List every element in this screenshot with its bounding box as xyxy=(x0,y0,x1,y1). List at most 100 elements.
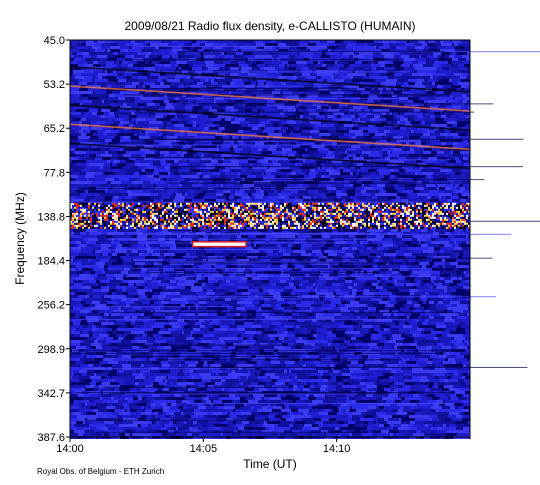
heatmap-cell xyxy=(167,79,178,82)
heatmap-cell xyxy=(114,268,124,271)
heatmap-cell xyxy=(234,94,242,97)
heatmap-cell xyxy=(224,211,227,214)
heatmap-cell xyxy=(444,91,451,94)
heatmap-cell xyxy=(155,103,160,106)
heatmap-cell xyxy=(97,49,105,52)
heatmap-cell xyxy=(159,91,162,94)
heatmap-cell xyxy=(252,127,258,130)
heatmap-cell xyxy=(171,184,179,187)
heatmap-cell xyxy=(194,124,196,127)
heatmap-cell xyxy=(134,190,143,193)
heatmap-cell xyxy=(254,118,259,121)
heatmap-cell xyxy=(304,40,310,43)
heatmap-cell xyxy=(385,187,395,190)
heatmap-cell xyxy=(115,229,117,232)
heatmap-cell xyxy=(302,169,310,172)
heatmap-cell xyxy=(378,211,389,214)
heatmap-cell xyxy=(95,79,103,82)
heatmap-cell xyxy=(117,229,119,232)
heatmap-cell xyxy=(368,85,370,88)
heatmap-cell xyxy=(183,79,194,82)
heatmap-cell xyxy=(163,67,165,70)
heatmap-cell xyxy=(264,199,274,202)
heatmap-cell xyxy=(346,46,355,49)
heatmap-cell xyxy=(445,187,450,190)
heatmap-cell xyxy=(296,121,303,124)
heatmap-cell xyxy=(90,205,96,208)
heatmap-cell xyxy=(406,127,409,130)
heatmap-cell xyxy=(363,172,371,175)
heatmap-cell xyxy=(175,109,186,112)
heatmap-cell xyxy=(373,265,377,268)
heatmap-cell xyxy=(339,67,347,70)
heatmap-cell xyxy=(178,55,182,58)
heatmap-cell xyxy=(138,85,143,88)
heatmap-cell xyxy=(83,271,85,274)
heatmap-cell xyxy=(301,133,311,136)
heatmap-cell xyxy=(224,55,229,58)
heatmap-cell xyxy=(79,244,86,247)
heatmap-cell xyxy=(368,106,378,109)
heatmap-cell xyxy=(423,232,433,235)
heatmap-cell xyxy=(82,79,92,82)
heatmap-cell xyxy=(136,229,140,232)
heatmap-cell xyxy=(108,79,118,82)
heatmap-cell xyxy=(241,166,249,169)
heatmap-cell xyxy=(261,262,272,265)
heatmap-cell xyxy=(72,52,77,55)
heatmap-cell xyxy=(439,148,446,151)
heatmap-cell xyxy=(334,199,342,202)
heatmap-cell xyxy=(89,127,91,130)
heatmap-cell xyxy=(133,43,138,46)
heatmap-cell xyxy=(322,265,328,268)
heatmap-cell xyxy=(194,79,200,82)
heatmap-cell xyxy=(422,265,426,268)
heatmap-cell xyxy=(255,142,264,145)
heatmap-cell xyxy=(201,190,204,193)
heatmap-cell xyxy=(123,58,125,61)
heatmap-cell xyxy=(221,268,225,271)
heatmap-cell xyxy=(288,88,299,91)
heatmap-cell xyxy=(375,193,386,196)
heatmap-cell xyxy=(285,196,289,199)
heatmap-cell xyxy=(392,238,402,241)
heatmap-cell xyxy=(70,211,77,214)
heatmap-cell xyxy=(310,199,312,202)
heatmap-cell xyxy=(163,118,171,121)
heatmap-cell xyxy=(107,133,117,136)
heatmap-cell xyxy=(426,58,429,61)
heatmap-cell xyxy=(96,160,107,163)
heatmap-cell xyxy=(292,142,296,145)
heatmap-cell xyxy=(351,82,353,85)
heatmap-cell xyxy=(113,277,116,280)
heatmap-cell xyxy=(270,118,279,121)
heatmap-cell xyxy=(326,193,336,196)
heatmap-cell xyxy=(234,82,244,85)
heatmap-cell xyxy=(317,67,320,70)
heatmap-cell xyxy=(114,58,117,61)
heatmap-cell xyxy=(125,85,136,88)
heatmap-cell xyxy=(411,130,414,133)
heatmap-cell xyxy=(364,136,372,139)
heatmap-cell xyxy=(177,85,179,88)
heatmap-cell xyxy=(152,259,154,262)
heatmap-cell xyxy=(158,223,168,226)
heatmap-cell xyxy=(326,127,336,130)
heatmap-cell xyxy=(393,259,403,262)
heatmap-cell xyxy=(395,250,404,253)
heatmap-cell xyxy=(353,262,362,265)
heatmap-cell xyxy=(355,79,364,82)
heatmap-cell xyxy=(317,259,320,262)
heatmap-cell xyxy=(174,133,177,136)
heatmap-cell xyxy=(163,178,166,181)
heatmap-cell xyxy=(309,211,312,214)
heatmap-cell xyxy=(198,49,204,52)
heatmap-cell xyxy=(70,112,81,115)
heatmap-cell xyxy=(324,112,332,115)
heatmap-cell xyxy=(186,277,189,280)
heatmap-cell xyxy=(111,166,122,169)
heatmap-cell xyxy=(182,157,184,160)
heatmap-cell xyxy=(183,175,191,178)
heatmap-cell xyxy=(100,142,108,145)
heatmap-cell xyxy=(70,106,73,109)
